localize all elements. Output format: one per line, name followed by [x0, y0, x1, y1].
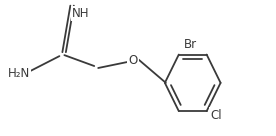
Text: H₂N: H₂N: [8, 67, 30, 80]
Text: O: O: [128, 54, 138, 67]
Text: Br: Br: [184, 38, 197, 51]
Text: Cl: Cl: [211, 109, 222, 122]
Text: NH: NH: [72, 7, 90, 20]
